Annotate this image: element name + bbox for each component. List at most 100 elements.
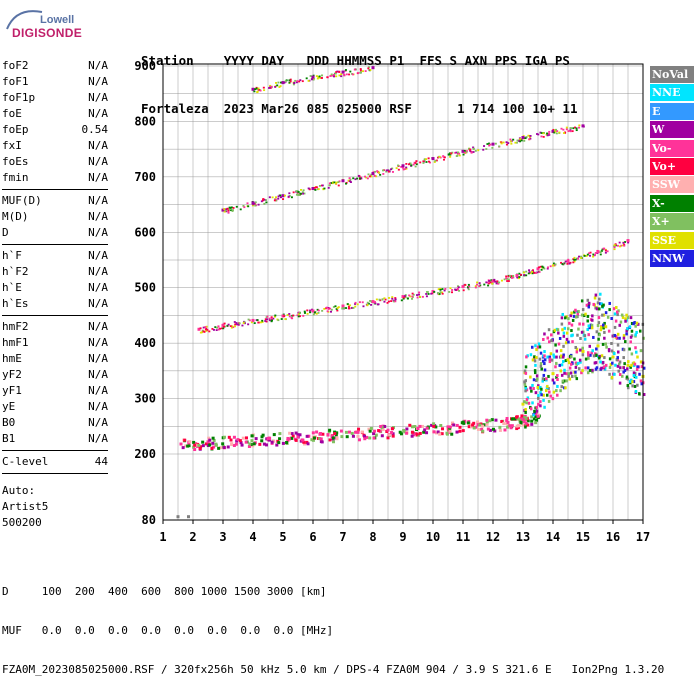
echo-point [597, 316, 601, 320]
echo-point [611, 361, 614, 365]
echo-point [250, 434, 254, 438]
echo-point [563, 262, 566, 265]
echo-point [571, 340, 574, 344]
echo-point [533, 272, 536, 274]
echo-point [571, 130, 574, 133]
echo-point [301, 191, 304, 194]
auto-artist: Artist5 [2, 500, 49, 513]
echo-point [616, 313, 619, 317]
echo-point [507, 142, 510, 144]
echo-point [494, 418, 498, 422]
echo-point [625, 329, 628, 333]
echo-point [618, 241, 621, 244]
echo-point [291, 314, 294, 317]
echo-point [642, 393, 646, 397]
echo-point [525, 398, 529, 402]
echo-point [607, 348, 611, 352]
echo-point [227, 323, 230, 326]
echo-point [572, 127, 575, 130]
echo-point [569, 130, 572, 133]
legend-item-w: W [650, 121, 694, 139]
echo-point [635, 330, 638, 334]
data-point [581, 124, 585, 128]
param-name: hmF1 [2, 336, 29, 349]
echo-point [338, 180, 341, 183]
echo-point [321, 309, 324, 312]
echo-point [340, 435, 344, 439]
echo-point [455, 430, 459, 434]
data-point [221, 208, 225, 212]
echo-point [357, 427, 361, 431]
echo-point [422, 162, 425, 164]
echo-point [312, 77, 315, 80]
echo-point [595, 353, 598, 357]
param-name: h`F [2, 249, 22, 262]
echo-point [367, 66, 370, 69]
data-point [221, 323, 225, 327]
x-tick-label: 9 [399, 530, 406, 544]
echo-point [365, 176, 368, 179]
echo-point [502, 141, 505, 144]
echo-point [546, 355, 549, 359]
echo-point [467, 288, 470, 291]
echo-point [570, 329, 573, 333]
echo-point [201, 440, 205, 444]
echo-point [533, 355, 536, 359]
echo-point [540, 268, 543, 271]
echo-point [509, 140, 512, 143]
echo-point [313, 311, 316, 314]
echo-point [217, 328, 220, 331]
param-row-hf: h`F N/A [2, 248, 108, 264]
echo-point [233, 325, 236, 328]
echo-point [614, 363, 617, 367]
echo-point [252, 442, 256, 446]
echo-point [534, 411, 538, 415]
param-name: MUF(D) [2, 194, 42, 207]
echo-point [430, 292, 433, 295]
echo-point [632, 380, 636, 384]
echo-point [350, 431, 354, 435]
echo-point [618, 381, 622, 385]
echo-point [527, 134, 530, 137]
echo-point [404, 295, 407, 297]
echo-point [313, 186, 316, 189]
echo-point [439, 287, 442, 290]
echo-point [415, 160, 418, 163]
echo-point [549, 265, 552, 268]
echo-point [507, 275, 510, 278]
param-name: M(D) [2, 210, 29, 223]
echo-point [259, 321, 262, 324]
legend-item-nnw: NNW [650, 250, 694, 267]
echo-point [554, 263, 557, 266]
echo-point [642, 366, 646, 370]
echo-point [585, 255, 588, 257]
echo-point [435, 159, 438, 162]
echo-point [609, 362, 613, 366]
echo-point [192, 440, 196, 444]
echo-point [476, 420, 480, 424]
echo-point [419, 295, 422, 298]
echo-point [291, 434, 295, 438]
echo-point [276, 84, 279, 87]
echo-point [423, 158, 426, 161]
echo-point [626, 316, 630, 320]
param-value: N/A [88, 139, 108, 152]
echo-point [346, 303, 349, 305]
param-value: N/A [88, 194, 108, 207]
data-point [626, 363, 630, 367]
echo-point [345, 307, 348, 309]
echo-point [297, 193, 300, 196]
echo-point [630, 363, 633, 367]
echo-point [592, 255, 595, 258]
echo-point [598, 356, 601, 360]
echo-point [326, 310, 329, 313]
echo-point [469, 150, 472, 153]
echo-point [536, 271, 539, 274]
echo-point [542, 373, 546, 377]
echo-point [604, 249, 607, 252]
echo-point [294, 79, 297, 82]
echo-point [293, 81, 296, 84]
echo-point [539, 400, 542, 404]
echo-point [238, 439, 242, 443]
echo-point [580, 371, 583, 375]
